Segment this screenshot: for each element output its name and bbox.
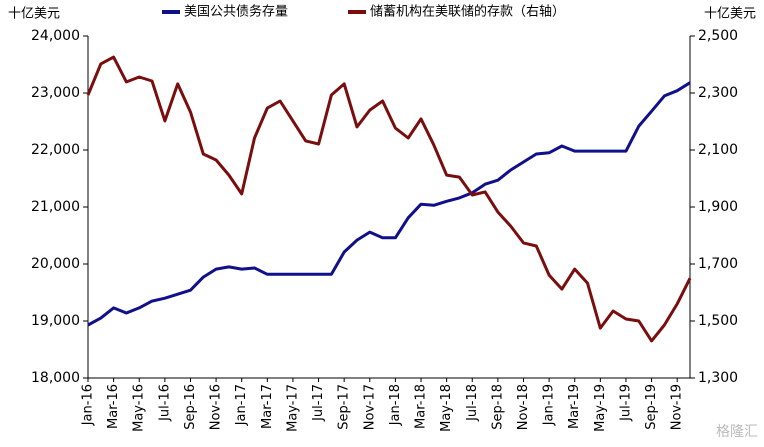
x-tick-label: May-17 [285,384,300,432]
y2-tick-label: 2,500 [698,28,738,44]
y2-tick-label: 1,900 [698,199,738,215]
x-tick-label: Mar-18 [414,384,429,429]
y-tick-label: 24,000 [31,28,80,44]
legend-label: 储蓄机构在美联储的存款（右轴） [370,4,565,20]
x-tick-label: Jan-19 [542,384,557,426]
x-tick-label: Mar-17 [260,384,275,429]
x-tick-label: Jan-16 [81,384,96,426]
y-tick-label: 21,000 [31,199,80,215]
x-tick-label: Mar-16 [106,384,121,429]
y2-tick-label: 2,300 [698,85,738,101]
x-tick-label: Jan-17 [234,384,249,426]
y-tick-label: 20,000 [31,256,80,272]
series-line [87,81,691,327]
watermark: 格隆汇 [716,424,758,440]
x-tick-label: Sep-17 [337,384,352,430]
x-tick-label: Sep-16 [183,384,198,430]
x-tick-label: May-16 [132,384,147,432]
y2-tick-label: 1,700 [698,256,738,272]
x-tick-label: Nov-16 [209,384,224,430]
x-tick-label: Nov-18 [516,384,531,430]
x-tick-label: May-18 [439,384,454,432]
right-axis-label: 十亿美元 [704,7,756,22]
x-tick-label: Jan-18 [388,384,403,426]
x-tick-label: Sep-19 [644,384,659,430]
y2-tick-label: 2,100 [698,142,738,158]
x-tick-label: Nov-19 [670,384,685,430]
y-tick-label: 18,000 [31,370,80,386]
y-tick-label: 19,000 [31,313,80,329]
y2-tick-label: 1,500 [698,313,738,329]
x-tick-label: Sep-18 [490,384,505,430]
series-line [86,55,692,343]
x-tick-label: Mar-19 [567,384,582,429]
x-tick-label: Jul-16 [157,384,172,422]
x-tick-label: May-19 [593,384,608,432]
y2-tick-label: 1,300 [698,370,738,386]
x-tick-label: Jul-19 [618,384,633,422]
legend-label: 美国公共债务存量 [184,4,288,20]
x-tick-label: Jul-18 [465,384,480,422]
x-tick-label: Jul-17 [311,384,326,422]
y-tick-label: 22,000 [31,142,80,158]
x-tick-label: Nov-17 [362,384,377,430]
left-axis-label: 十亿美元 [8,7,60,22]
y-tick-label: 23,000 [31,85,80,101]
